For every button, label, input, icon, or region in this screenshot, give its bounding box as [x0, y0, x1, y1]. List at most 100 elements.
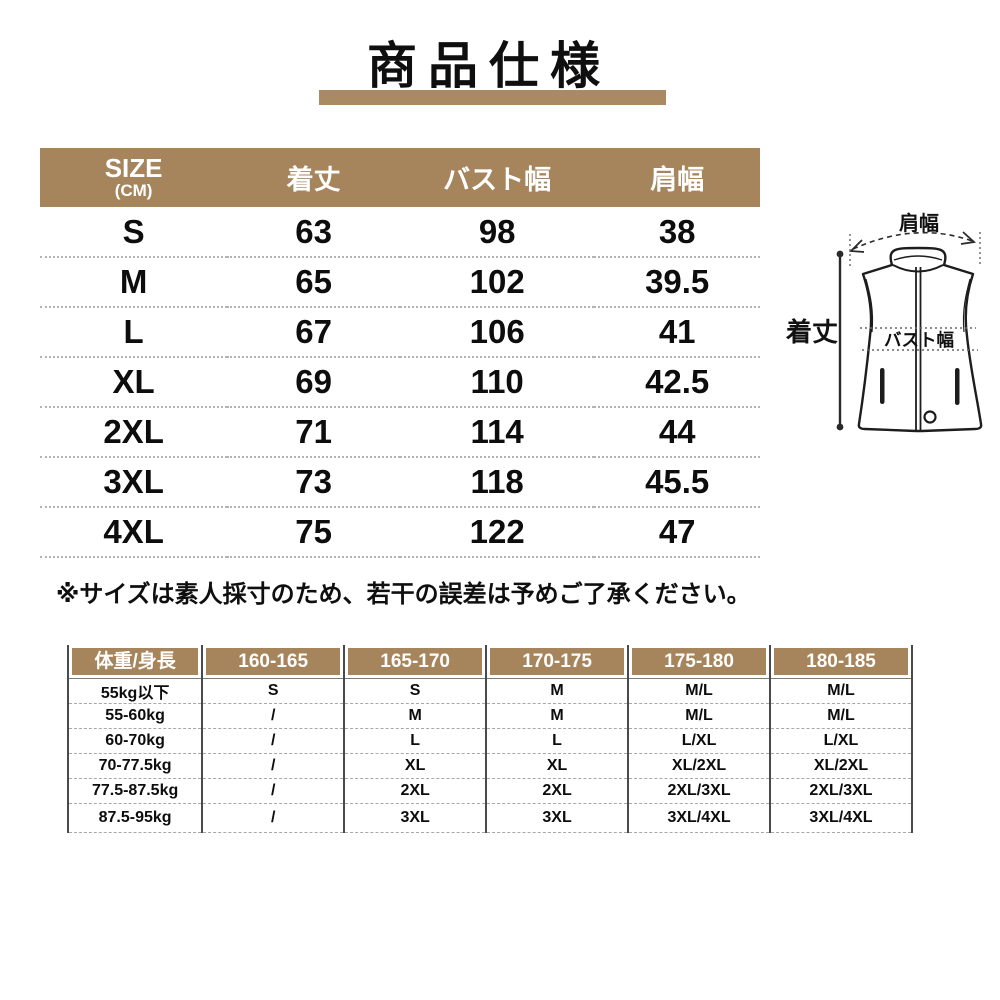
fit-cell: / — [201, 753, 345, 779]
fit-cell: / — [201, 803, 345, 833]
fit-table-header-weight-height: 体重/身長 — [68, 645, 203, 679]
value-cell: 45.5 — [594, 457, 760, 508]
table-row: 55-60kg / M M M/L M/L — [68, 703, 912, 729]
fit-cell: 2XL/3XL — [627, 778, 770, 804]
size-table-header-row: SIZE (CM) 着丈 バスト幅 肩幅 — [40, 148, 760, 207]
size-cell: XL — [40, 357, 228, 408]
fit-cell: XL — [343, 753, 487, 779]
fit-cell: / — [201, 778, 345, 804]
arrow-head-right — [960, 231, 977, 245]
value-cell: 102 — [399, 257, 595, 308]
weight-cell: 55-60kg — [68, 703, 203, 729]
value-cell: 106 — [399, 307, 595, 358]
value-cell: 42.5 — [594, 357, 760, 408]
weight-cell: 70-77.5kg — [68, 753, 203, 779]
value-cell: 47 — [594, 507, 760, 558]
fit-cell: M — [343, 703, 487, 729]
fit-cell: 2XL/3XL — [769, 778, 912, 804]
size-table-header-bust: バスト幅 — [399, 148, 595, 207]
fit-cell: M — [485, 703, 629, 729]
zipper-line — [915, 267, 922, 431]
size-table-header-length: 着丈 — [227, 148, 400, 207]
length-label: 着丈 — [785, 317, 838, 347]
table-row: 70-77.5kg / XL XL XL/2XL XL/2XL — [68, 753, 912, 779]
table-row: 87.5-95kg / 3XL 3XL 3XL/4XL 3XL/4XL — [68, 803, 912, 833]
size-label: SIZE — [104, 153, 163, 183]
fit-cell: 3XL — [343, 803, 487, 833]
fit-cell: M/L — [769, 703, 912, 729]
size-cell: 4XL — [40, 507, 228, 558]
fit-table-header-height-range: 180-185 — [769, 645, 912, 679]
size-cell: M — [40, 257, 228, 308]
value-cell: 63 — [227, 207, 400, 258]
fit-cell: L — [343, 728, 487, 754]
fit-cell: / — [201, 703, 345, 729]
table-row: 60-70kg / L L L/XL L/XL — [68, 728, 912, 754]
fit-cell: XL — [485, 753, 629, 779]
armhole-seam-right — [962, 278, 971, 333]
value-cell: 71 — [227, 407, 400, 458]
fit-cell: S — [201, 678, 345, 704]
value-cell: 114 — [399, 407, 595, 458]
table-row: M 65 102 39.5 — [40, 257, 760, 308]
value-cell: 39.5 — [594, 257, 760, 308]
value-cell: 110 — [399, 357, 595, 408]
value-cell: 65 — [227, 257, 400, 308]
fit-cell: 3XL — [485, 803, 629, 833]
table-row: 2XL 71 114 44 — [40, 407, 760, 458]
fit-cell: 3XL/4XL — [627, 803, 770, 833]
fit-table-header-height-range: 160-165 — [201, 645, 345, 679]
size-table-header-size: SIZE (CM) — [40, 148, 228, 207]
fit-cell: XL/2XL — [627, 753, 770, 779]
table-row: 4XL 75 122 47 — [40, 507, 760, 558]
shoulder-arrow — [852, 231, 973, 250]
fit-cell: L — [485, 728, 629, 754]
weight-cell: 87.5-95kg — [68, 803, 203, 833]
fit-cell: 2XL — [485, 778, 629, 804]
page-title: 商品仕様 — [367, 38, 611, 94]
fit-cell: M — [485, 678, 629, 704]
table-row: XL 69 110 42.5 — [40, 357, 760, 408]
value-cell: 69 — [227, 357, 400, 408]
value-cell: 73 — [227, 457, 400, 508]
value-cell: 67 — [227, 307, 400, 358]
weight-cell: 77.5-87.5kg — [68, 778, 203, 804]
pocket-slit-right — [955, 368, 960, 405]
fit-cell: M/L — [627, 678, 770, 704]
value-cell: 38 — [594, 207, 760, 258]
fit-table-header-height-range: 175-180 — [627, 645, 770, 679]
pocket-slit-left — [880, 368, 885, 404]
size-table-header-shoulder: 肩幅 — [594, 148, 760, 207]
value-cell: 122 — [399, 507, 595, 558]
value-cell: 41 — [594, 307, 760, 358]
fit-cell: 3XL/4XL — [769, 803, 912, 833]
fit-table-header-height-range: 165-170 — [343, 645, 487, 679]
title-underline-bar — [319, 90, 666, 105]
value-cell: 98 — [399, 207, 595, 258]
fit-cell: S — [343, 678, 487, 704]
fit-table-header-height-range: 170-175 — [485, 645, 629, 679]
fit-cell: L/XL — [627, 728, 770, 754]
value-cell: 118 — [399, 457, 595, 508]
table-row: 3XL 73 118 45.5 — [40, 457, 760, 508]
fit-cell: L/XL — [769, 728, 912, 754]
size-cell: S — [40, 207, 228, 258]
fit-cell: M/L — [627, 703, 770, 729]
bust-width-label: バスト幅 — [884, 330, 954, 350]
size-cell: 3XL — [40, 457, 228, 508]
size-cell: L — [40, 307, 228, 358]
arrow-head-left — [848, 239, 865, 253]
size-measurement-table: SIZE (CM) 着丈 バスト幅 肩幅 S 63 98 38 M 65 102… — [40, 148, 760, 558]
weight-height-fit-table: 体重/身長 160-165 165-170 170-175 175-180 18… — [67, 645, 913, 833]
measure-dot-bottom — [836, 423, 844, 431]
weight-cell: 60-70kg — [68, 728, 203, 754]
fit-cell: XL/2XL — [769, 753, 912, 779]
fit-table-header-row: 体重/身長 160-165 165-170 170-175 175-180 18… — [68, 645, 912, 679]
table-row: 55kg以下 S S M M/L M/L — [68, 678, 912, 704]
value-cell: 44 — [594, 407, 760, 458]
size-disclaimer-note: ※サイズは素人採寸のため、若干の誤差は予めご了承ください。 — [56, 581, 751, 608]
table-row: S 63 98 38 — [40, 207, 760, 258]
vest-measurement-diagram: 肩幅 着丈 バスト幅 — [785, 211, 983, 433]
shoulder-width-label: 肩幅 — [899, 211, 939, 235]
